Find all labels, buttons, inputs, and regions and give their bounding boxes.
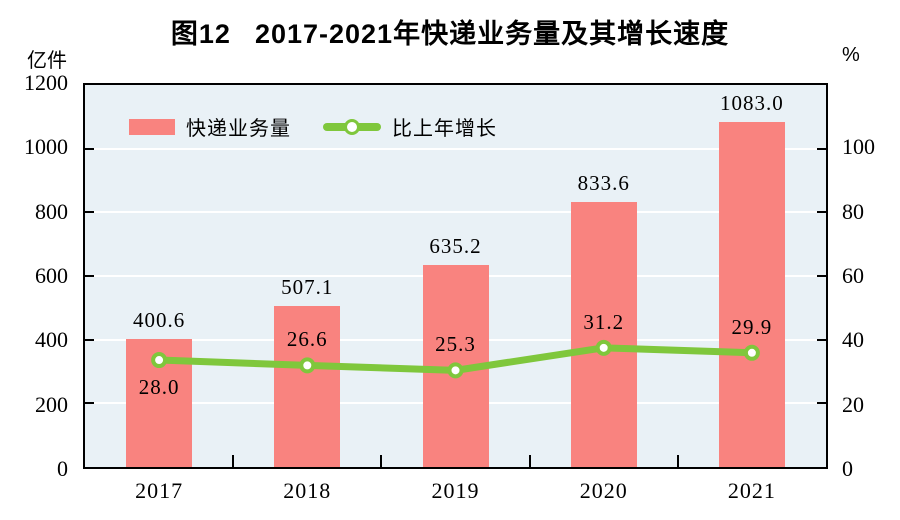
- bar-2018: [274, 305, 341, 467]
- growth-value-label: 29.9: [731, 314, 773, 339]
- left-axis-tick: [85, 402, 94, 405]
- bar-value-label: 1083.0: [720, 91, 784, 116]
- right-axis-unit: %: [842, 44, 860, 66]
- left-axis-tick-label: 600: [35, 263, 68, 288]
- right-axis-tick: [817, 338, 826, 341]
- left-axis-tick-label: 0: [57, 456, 68, 481]
- line-marker-icon: [447, 362, 464, 379]
- growth-value-label: 26.6: [286, 327, 328, 352]
- x-axis-label-2021: 2021: [727, 478, 776, 503]
- left-axis-tick: [85, 338, 94, 341]
- left-axis-tick: [85, 147, 94, 150]
- x-axis-tick: [676, 455, 679, 467]
- line-marker-icon: [743, 344, 760, 361]
- left-axis-tick-label: 200: [35, 391, 68, 417]
- right-axis-tick: [817, 211, 826, 214]
- legend-line-marker-icon: [344, 118, 360, 135]
- right-axis-tick-label: 0: [842, 456, 853, 481]
- line-marker-icon: [595, 339, 612, 356]
- plot-area: 快递业务量 比上年增长 400.6 507.1 635.2 833.6 1083.0 28…: [83, 83, 828, 469]
- bar-value-label: 635.2: [429, 233, 482, 258]
- legend-bar-swatch: [129, 118, 175, 135]
- x-axis-label-2019: 2019: [431, 478, 480, 503]
- legend: 快递业务量 比上年增长: [129, 112, 497, 141]
- x-axis-tick: [232, 455, 235, 467]
- left-axis-tick: [85, 211, 94, 214]
- title-text: 2017-2021年快递业务量及其增长速度: [254, 19, 730, 49]
- bar-2020: [570, 201, 637, 467]
- gridline: [85, 211, 826, 214]
- legend-line-label: 比上年增长: [392, 118, 497, 140]
- right-axis-tick-label: 60: [842, 263, 864, 288]
- chart-title: 图12 2017-2021年快递业务量及其增长速度: [0, 12, 900, 51]
- right-axis-tick-label: 100: [842, 134, 875, 160]
- figure-number: 图12: [170, 19, 231, 49]
- left-axis-unit: 亿件: [27, 50, 67, 72]
- x-axis-label-2018: 2018: [283, 478, 332, 503]
- bar-value-label: 400.6: [132, 308, 186, 333]
- right-axis-tick: [817, 275, 826, 277]
- right-axis-tick: [817, 402, 826, 405]
- x-axis-tick: [528, 455, 531, 467]
- growth-value-label: 28.0: [138, 375, 180, 400]
- gridline: [85, 147, 826, 150]
- growth-value-label: 31.2: [583, 309, 625, 334]
- left-axis-tick-label: 1200: [24, 70, 68, 95]
- right-axis-tick-label: 20: [842, 391, 864, 417]
- x-axis-label-2020: 2020: [579, 478, 628, 503]
- line-marker-icon: [299, 357, 316, 374]
- left-axis-tick-label: 1000: [24, 134, 68, 160]
- left-axis-tick-label: 400: [35, 327, 68, 353]
- line-marker-icon: [151, 352, 168, 369]
- right-axis-tick-label: 80: [842, 198, 864, 224]
- bar-2021: [718, 122, 785, 467]
- x-axis-tick: [380, 455, 383, 467]
- legend-bar-label: 快递业务量: [186, 118, 291, 140]
- growth-value-label: 25.3: [435, 332, 476, 357]
- x-axis-label-2017: 2017: [135, 478, 184, 503]
- right-axis-tick: [817, 147, 826, 150]
- right-axis-tick-label: 40: [842, 327, 864, 353]
- left-axis-tick-label: 800: [35, 198, 68, 224]
- legend-line-swatch: [323, 118, 381, 135]
- growth-line: [151, 339, 760, 379]
- bar-value-label: 507.1: [281, 274, 334, 299]
- bar-value-label: 833.6: [577, 170, 630, 195]
- left-axis-tick: [85, 275, 94, 277]
